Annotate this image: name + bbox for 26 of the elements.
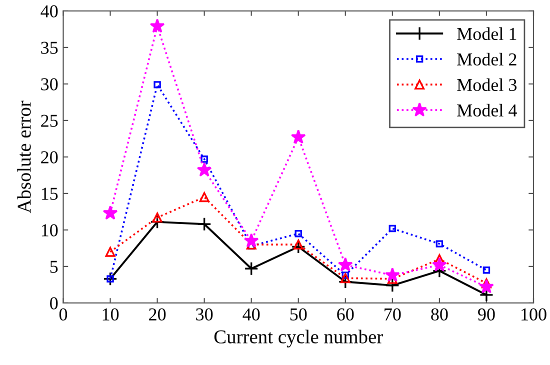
x-tick-label: 90 (478, 308, 495, 321)
x-tick-label: 10 (102, 308, 119, 321)
legend-label: Model 1 (457, 27, 516, 40)
x-tick-label: 100 (522, 308, 546, 321)
x-tick-label: 80 (431, 308, 448, 321)
x-tick-label: 20 (149, 308, 166, 321)
y-tick-label: 15 (42, 188, 58, 200)
y-tick-label: 35 (41, 42, 58, 54)
legend-label: Model 3 (457, 78, 517, 92)
legend-label: Model 4 (457, 104, 517, 117)
x-tick-label: 0 (59, 308, 68, 321)
y-tick-label: 5 (50, 260, 58, 273)
x-tick-label: 60 (337, 308, 354, 321)
x-tick-label: 70 (384, 308, 401, 321)
y-tick-label: 10 (42, 224, 58, 236)
y-tick-label: 0 (50, 297, 58, 310)
y-tick-label: 25 (41, 114, 58, 127)
x-tick-label: 30 (196, 308, 213, 321)
x-axis-title: Current cycle number (214, 330, 383, 348)
x-tick-label: 40 (242, 308, 260, 321)
y-axis-title: Absolute error (17, 100, 31, 214)
y-tick-label: 20 (41, 151, 58, 164)
x-tick-label: 50 (290, 308, 307, 321)
y-tick-label: 30 (41, 78, 58, 90)
legend-label: Model 2 (457, 52, 516, 66)
y-tick-label: 40 (40, 5, 58, 18)
